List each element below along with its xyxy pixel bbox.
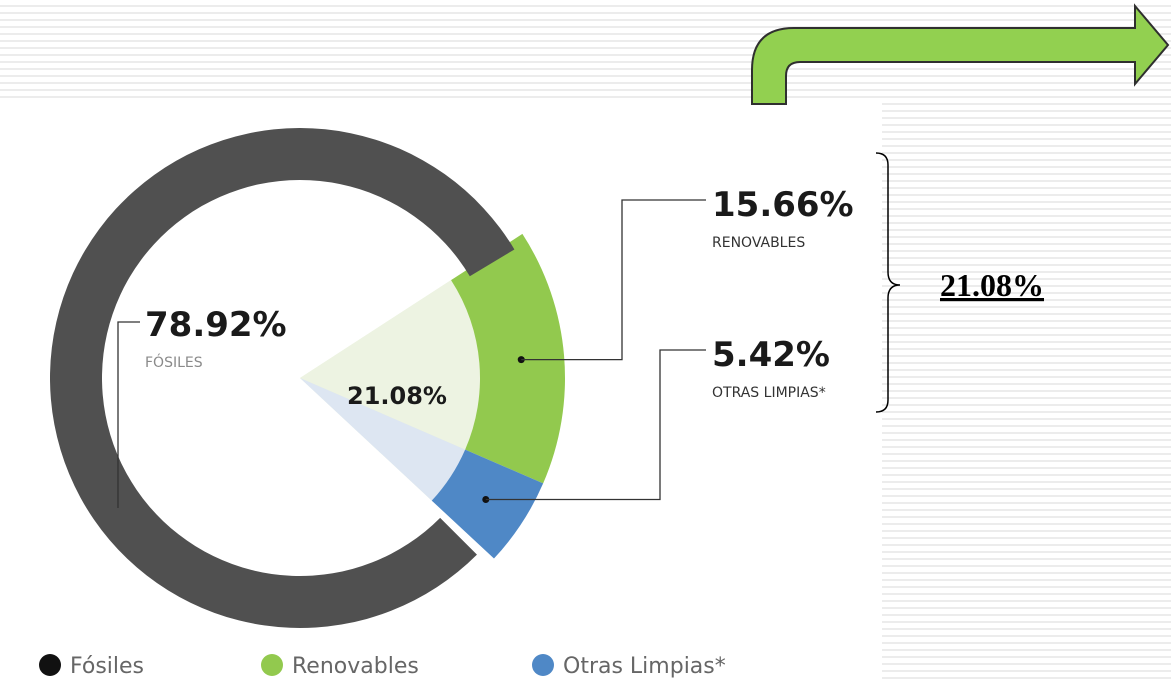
inner-sector: [300, 279, 483, 451]
leader: [485, 349, 706, 501]
legend-text: Otras Limpias*: [563, 654, 726, 679]
slice: [431, 449, 544, 559]
value-label: 78.92%: [145, 305, 287, 345]
slice: [451, 233, 565, 484]
group-label: 21.08%: [347, 382, 447, 410]
legend-text: Renovables: [292, 654, 419, 679]
value-label: 5.42%: [712, 335, 830, 375]
slice-label: OTRAS LIMPIAS*: [712, 385, 826, 401]
legend-dot: [39, 654, 61, 676]
legend-dot: [261, 654, 283, 676]
slice-label: RENOVABLES: [712, 235, 805, 251]
inner-sector: [300, 378, 467, 502]
arrow: [751, 3, 1170, 105]
slice-label: FÓSILES: [145, 353, 203, 371]
chart: 78.92% FÓSILES 15.66% RENOVABLES 5.42% OTRAS …: [39, 128, 1044, 679]
leader: [521, 199, 706, 361]
group-total: 21.08%: [940, 267, 1044, 303]
bracket: [875, 152, 901, 413]
value-label: 15.66%: [712, 185, 854, 225]
legend-text: Fósiles: [70, 654, 144, 679]
leader: [117, 321, 140, 508]
legend-dot: [532, 654, 554, 676]
